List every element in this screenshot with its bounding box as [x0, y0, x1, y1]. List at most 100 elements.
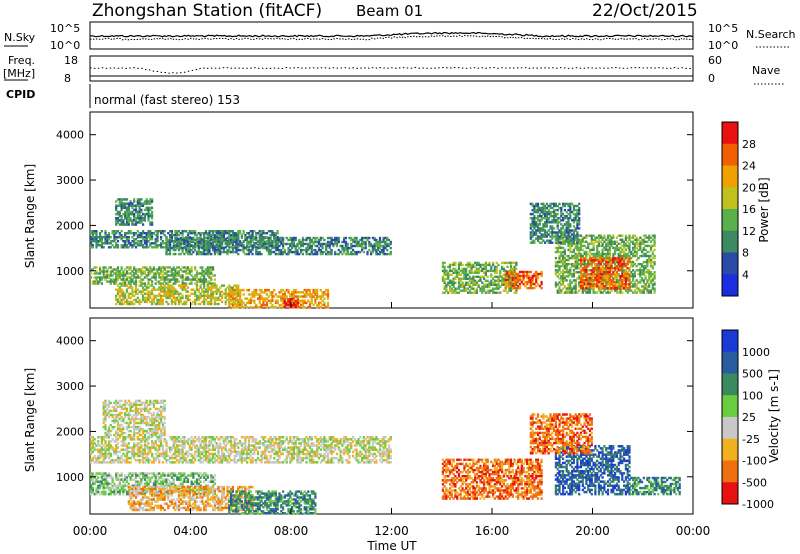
heatmap-cell	[167, 286, 170, 289]
heatmap-cell	[587, 246, 590, 250]
heatmap-cell	[373, 246, 376, 250]
heatmap-cell	[606, 242, 610, 245]
heatmap-cell	[278, 305, 281, 309]
heatmap-cell	[565, 237, 568, 240]
heatmap-cell	[165, 276, 168, 279]
heatmap-cell	[644, 260, 647, 264]
heatmap-cell	[344, 240, 347, 244]
heatmap-cell	[576, 252, 579, 256]
heatmap-cell	[576, 212, 579, 216]
heatmap-cell	[213, 252, 216, 256]
heatmap-cell	[308, 305, 312, 309]
heatmap-cell	[522, 270, 525, 274]
heatmap-cell	[597, 277, 601, 280]
heatmap-cell	[517, 274, 520, 278]
heatmap-cell	[592, 234, 595, 237]
heatmap-cell	[574, 235, 577, 238]
heatmap-cell	[499, 269, 502, 273]
heatmap-cell	[197, 246, 200, 250]
heatmap-cell	[562, 287, 565, 290]
heatmap-cell	[127, 223, 130, 226]
heatmap-cell	[113, 268, 116, 271]
heatmap-cell	[350, 252, 353, 256]
heatmap-cell	[131, 302, 134, 306]
heatmap-cell	[102, 276, 105, 279]
heatmap-cell	[587, 244, 590, 248]
heatmap-cell	[203, 236, 206, 240]
heatmap-cell	[122, 459, 125, 462]
heatmap-cell	[129, 284, 132, 287]
heatmap-cell	[115, 438, 118, 441]
heatmap-cell	[134, 208, 138, 212]
heatmap-cell	[632, 248, 635, 252]
heatmap-cell	[95, 240, 98, 243]
heatmap-cell	[204, 288, 208, 291]
heatmap-cell	[560, 215, 563, 218]
heatmap-cell	[549, 221, 552, 224]
heatmap-cell	[131, 202, 134, 205]
heatmap-cell	[621, 254, 624, 258]
heatmap-cell	[93, 442, 96, 445]
heatmap-cell	[287, 252, 290, 256]
heatmap-cell	[321, 236, 324, 240]
heatmap-cell	[177, 274, 181, 277]
heatmap-cell	[572, 291, 575, 294]
heatmap-cell	[585, 246, 588, 250]
heatmap-cell	[373, 244, 376, 248]
heatmap-cell	[644, 283, 647, 286]
heatmap-cell	[149, 294, 152, 297]
heatmap-cell	[490, 281, 493, 284]
heatmap-cell	[291, 240, 294, 244]
heatmap-cell	[221, 250, 224, 254]
heatmap-cell	[617, 273, 620, 276]
heatmap-cell	[154, 296, 157, 300]
heatmap-cell	[619, 234, 622, 237]
heatmap-cell	[597, 289, 601, 292]
heatmap-cell	[256, 246, 260, 250]
heatmap-cell	[242, 301, 245, 305]
heatmap-cell	[538, 219, 541, 222]
heatmap-cell	[280, 252, 283, 256]
heatmap-cell	[138, 217, 141, 220]
heatmap-cell	[490, 279, 493, 282]
heatmap-cell	[147, 230, 150, 233]
heatmap-cell	[533, 233, 536, 236]
heatmap-cell	[104, 274, 107, 277]
heatmap-cell	[102, 452, 105, 456]
heatmap-cell	[300, 244, 303, 248]
heatmap-cell	[531, 219, 534, 222]
heatmap-cell	[594, 259, 597, 262]
heatmap-cell	[208, 234, 211, 237]
heatmap-cell	[131, 244, 134, 247]
heatmap-cell	[635, 269, 638, 272]
heatmap-cell	[572, 217, 575, 220]
heatmap-cell	[124, 294, 127, 297]
heatmap-cell	[362, 250, 365, 254]
heatmap-cell	[292, 304, 296, 307]
heatmap-cell	[572, 233, 575, 236]
heatmap-cell	[169, 238, 172, 242]
heatmap-cell	[224, 300, 227, 304]
heatmap-cell	[127, 221, 130, 224]
heatmap-cell	[583, 259, 586, 262]
heatmap-cell	[617, 261, 620, 264]
heatmap-cell	[504, 282, 507, 286]
station-title: Zhongshan Station (fitACF)	[92, 1, 322, 21]
heatmap-cell	[578, 285, 581, 288]
heatmap-cell	[97, 454, 100, 458]
heatmap-cell	[298, 299, 301, 302]
heatmap-cell	[176, 272, 179, 275]
heatmap-cell	[296, 298, 299, 301]
heatmap-cell	[285, 242, 288, 246]
heatmap-cell	[195, 236, 199, 240]
heatmap-cell	[167, 252, 170, 256]
heatmap-cell	[544, 212, 547, 216]
heatmap-cell	[158, 274, 161, 277]
heatmap-cell	[271, 291, 274, 294]
heatmap-cell	[603, 259, 606, 262]
heatmap-cell	[594, 273, 597, 276]
heatmap-cell	[459, 261, 462, 265]
heatmap-cell	[450, 291, 453, 294]
heatmap-cell	[653, 283, 656, 286]
heatmap-cell	[317, 246, 321, 250]
